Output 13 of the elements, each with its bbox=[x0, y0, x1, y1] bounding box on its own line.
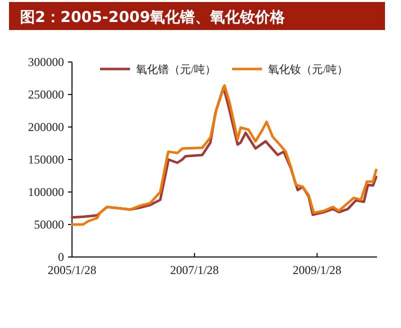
legend-label: 氧化钕（元/吨） bbox=[268, 63, 348, 76]
y-tick-label: 50000 bbox=[34, 218, 64, 232]
x-tick-label: 2009/1/28 bbox=[292, 263, 342, 277]
y-tick-label: 250000 bbox=[28, 88, 64, 102]
y-tick-label: 300000 bbox=[28, 55, 64, 69]
y-tick-label: 100000 bbox=[28, 185, 64, 199]
y-tick-label: 200000 bbox=[28, 120, 64, 134]
y-tick-label: 150000 bbox=[28, 152, 64, 166]
chart-title: 图2：2005-2009氧化镨、氧化钕价格 bbox=[20, 8, 286, 26]
y-tick-label: 0 bbox=[58, 250, 64, 264]
legend-label: 氧化镨（元/吨） bbox=[136, 63, 216, 76]
x-tick-label: 2007/1/28 bbox=[170, 263, 219, 277]
x-tick-label: 2005/1/28 bbox=[48, 263, 96, 277]
